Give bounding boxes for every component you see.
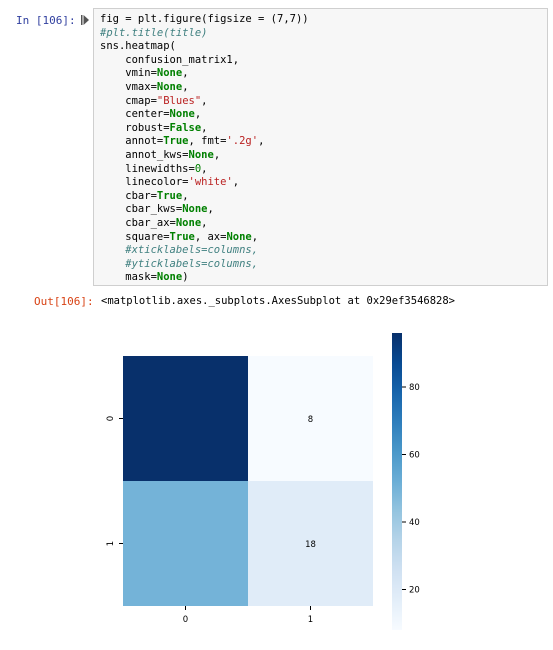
code-token: fig = plt.figure(figsize = (7,7)) [100,13,309,25]
code-token: vmax= [100,80,157,93]
code-line: linecolor='white', [100,176,239,188]
code-token: , [201,216,208,229]
code-token: 'white' [188,176,233,189]
code-line: mask=None) [100,271,189,284]
code-token: square= [100,230,170,243]
code-token: , [182,67,189,80]
code-token: mask= [100,271,157,284]
code-editor[interactable]: fig = plt.figure(figsize = (7,7)) #plt.t… [100,13,309,285]
code-token: , [207,203,214,216]
code-line: square=True, ax=None, [100,231,258,243]
code-token: annot_kws= [100,148,189,161]
colorbar-tick-label: 60 [409,451,420,461]
code-token: , [182,80,189,93]
colorbar-tick-label: 80 [409,383,420,393]
code-token: None [226,230,252,243]
code-token: , ax= [194,230,227,243]
output-prompt: Out[106]: [34,295,94,308]
code-token: "Blues" [156,94,202,107]
code-token: '.2g' [226,135,259,148]
code-token: False [169,121,202,134]
code-token: cbar= [100,189,157,202]
code-line: fig = plt.figure(figsize = (7,7)) [100,13,309,25]
code-token: , [182,189,189,202]
code-line: cbar=True, [100,189,189,202]
code-token: , [213,148,221,161]
code-line: cmap="Blues", [100,94,208,107]
code-token: , [201,94,208,107]
code-token: None [156,80,183,93]
code-token: None [175,216,202,229]
run-cell-icon[interactable] [81,15,89,25]
code-line: cbar_ax=None, [100,217,207,229]
code-token: True [169,230,195,243]
code-token: , [201,121,208,134]
code-line: vmax=None, [100,80,189,93]
heatmap-cell [123,481,248,606]
heatmap-annotation: 18 [305,540,316,550]
code-token: ) [182,271,189,284]
code-token: 0 [194,162,202,175]
code-token: cbar_ax= [100,216,176,229]
code-line: annot=True, fmt='.2g', [100,135,264,147]
code-token: cbar_kws= [100,203,183,216]
heatmap-cell [248,481,373,606]
code-token: center= [100,108,170,121]
code-line: sns.heatmap( [100,40,176,52]
code-token: True [156,189,183,202]
code-token: linecolor= [100,176,189,189]
code-token: sns.heatmap( [100,40,176,53]
code-token: linewidths= [100,162,195,175]
code-token: None [156,67,183,80]
code-token: , [232,176,240,189]
colorbar [392,333,402,630]
code-token: vmin= [100,67,157,80]
code-token: None [156,271,183,284]
colorbar-tick-label: 20 [409,586,420,596]
code-line: cbar_kws=None, [100,203,214,215]
code-line: #plt.title(title) [100,27,207,39]
code-token: annot= [100,135,164,148]
code-token: None [169,108,195,121]
code-token: , [201,162,208,175]
code-token: , [258,135,265,148]
code-token: #yticklabels=columns, [100,257,259,270]
code-token: True [163,135,189,148]
code-token: cmap= [100,94,157,107]
output-text: <matplotlib.axes._subplots.AxesSubplot a… [101,295,456,307]
code-token: , [194,108,202,121]
code-token: , [251,230,259,243]
code-token: robust= [100,121,170,134]
heatmap-cell [123,356,248,481]
code-token: confusion_matrix1, [100,53,240,66]
code-line: center=None, [100,108,201,120]
code-cell-input[interactable]: fig = plt.figure(figsize = (7,7)) #plt.t… [93,8,548,286]
code-token: , fmt= [188,135,227,148]
code-token: #plt.title(title) [100,26,208,39]
code-line: vmin=None, [100,67,189,80]
code-line: linewidths=0, [100,163,207,175]
x-tick-label: 0 [183,615,188,625]
y-tick-label: 1 [106,541,116,546]
code-token: None [188,148,214,161]
input-prompt: In [106]: [16,14,76,27]
code-token: None [182,203,208,216]
code-token: #xticklabels=columns, [100,244,259,257]
code-line: #yticklabels=columns, [100,258,258,270]
heatmap-cell [248,356,373,481]
code-line: #xticklabels=columns, [100,244,258,256]
x-tick-label: 1 [308,615,313,625]
heatmap-figure: 8 18 0 1 0 1 20 40 60 80 [106,333,420,630]
code-line: confusion_matrix1, [100,54,239,66]
colorbar-tick-label: 40 [409,518,420,528]
y-tick-label: 0 [106,416,116,421]
code-line: robust=False, [100,122,207,134]
code-line: annot_kws=None, [100,149,220,161]
heatmap-annotation: 8 [308,415,313,425]
